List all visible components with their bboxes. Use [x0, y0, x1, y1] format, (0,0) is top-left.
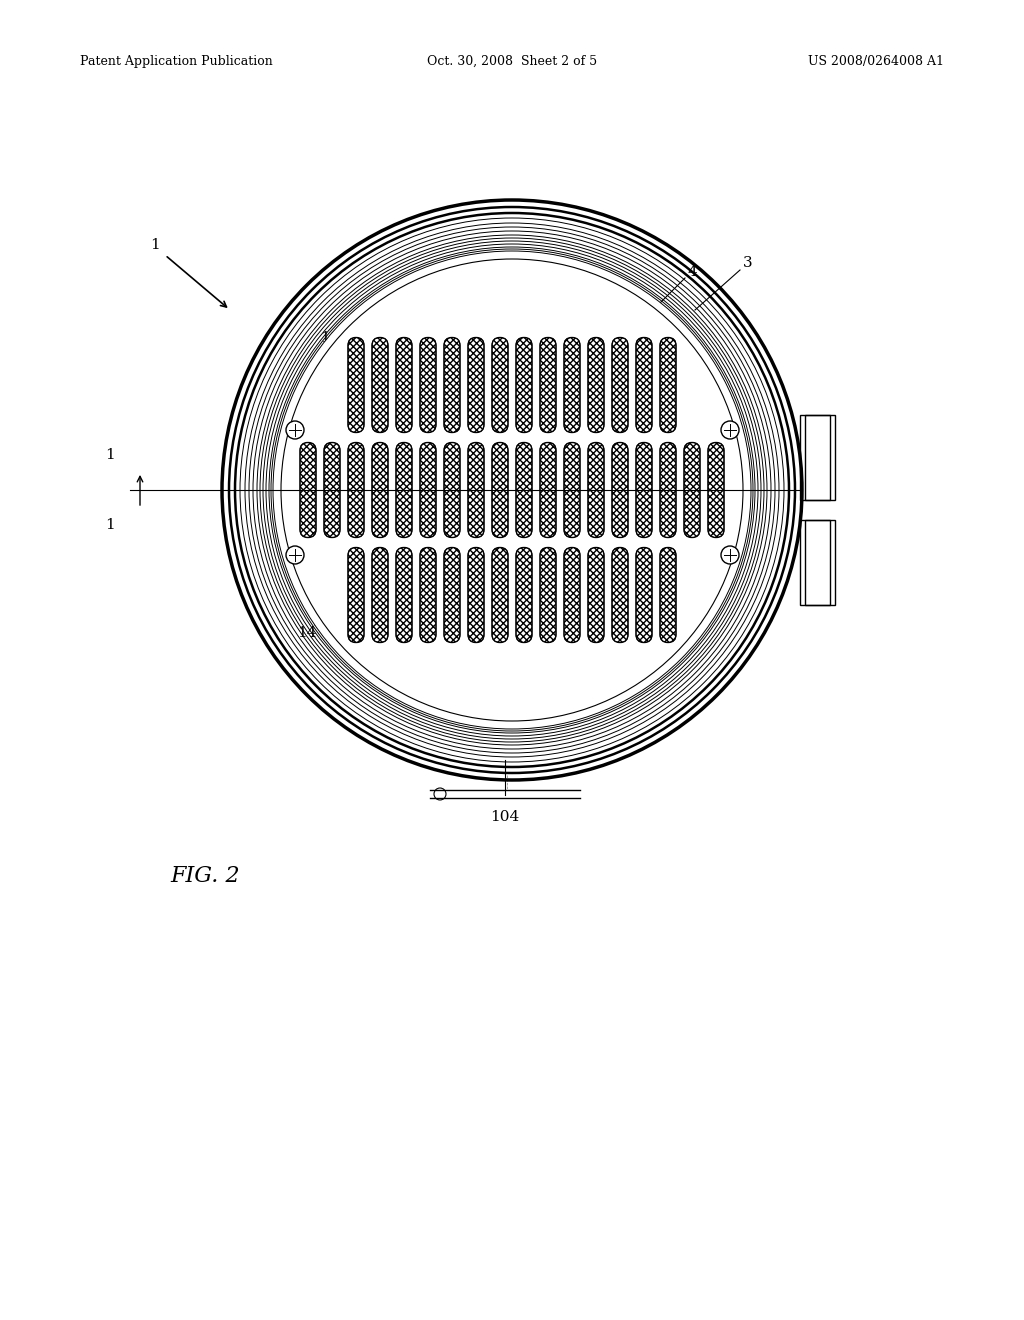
FancyBboxPatch shape: [372, 548, 388, 643]
FancyBboxPatch shape: [564, 442, 580, 537]
FancyBboxPatch shape: [396, 338, 412, 433]
Circle shape: [721, 546, 739, 564]
Bar: [800, 414, 835, 500]
FancyBboxPatch shape: [420, 442, 436, 537]
FancyBboxPatch shape: [324, 442, 340, 537]
FancyBboxPatch shape: [372, 442, 388, 537]
Circle shape: [721, 421, 739, 440]
Text: Oct. 30, 2008  Sheet 2 of 5: Oct. 30, 2008 Sheet 2 of 5: [427, 55, 597, 69]
FancyBboxPatch shape: [492, 442, 508, 537]
Text: 8: 8: [296, 444, 304, 457]
Circle shape: [286, 421, 304, 440]
FancyBboxPatch shape: [372, 338, 388, 433]
FancyBboxPatch shape: [420, 338, 436, 433]
Text: US 2008/0264008 A1: US 2008/0264008 A1: [808, 55, 944, 69]
Text: 8: 8: [461, 634, 469, 647]
FancyBboxPatch shape: [516, 338, 532, 433]
FancyBboxPatch shape: [516, 442, 532, 537]
Text: 1: 1: [151, 238, 160, 252]
FancyBboxPatch shape: [636, 442, 652, 537]
FancyBboxPatch shape: [636, 338, 652, 433]
FancyBboxPatch shape: [468, 442, 484, 537]
FancyBboxPatch shape: [492, 338, 508, 433]
FancyBboxPatch shape: [660, 442, 676, 537]
Text: 104: 104: [490, 810, 519, 824]
FancyBboxPatch shape: [540, 548, 556, 643]
Circle shape: [286, 546, 304, 564]
Circle shape: [273, 251, 751, 729]
FancyBboxPatch shape: [588, 442, 604, 537]
FancyBboxPatch shape: [348, 548, 364, 643]
Text: 3: 3: [743, 256, 753, 271]
FancyBboxPatch shape: [636, 548, 652, 643]
FancyBboxPatch shape: [708, 442, 724, 537]
FancyBboxPatch shape: [492, 548, 508, 643]
FancyBboxPatch shape: [444, 338, 460, 433]
FancyBboxPatch shape: [348, 338, 364, 433]
FancyBboxPatch shape: [612, 548, 628, 643]
FancyBboxPatch shape: [444, 442, 460, 537]
Text: 11: 11: [321, 331, 340, 345]
FancyBboxPatch shape: [396, 548, 412, 643]
FancyBboxPatch shape: [420, 548, 436, 643]
FancyBboxPatch shape: [564, 548, 580, 643]
Text: 8: 8: [541, 634, 549, 647]
Text: 1: 1: [105, 447, 115, 462]
FancyBboxPatch shape: [684, 442, 700, 537]
Bar: [800, 520, 835, 605]
Text: FIG. 2: FIG. 2: [170, 865, 240, 887]
FancyBboxPatch shape: [300, 442, 316, 537]
Bar: [805, 520, 830, 605]
Text: 14: 14: [297, 626, 316, 640]
FancyBboxPatch shape: [612, 338, 628, 433]
FancyBboxPatch shape: [564, 338, 580, 433]
FancyBboxPatch shape: [444, 548, 460, 643]
FancyBboxPatch shape: [348, 442, 364, 537]
FancyBboxPatch shape: [396, 442, 412, 537]
FancyBboxPatch shape: [468, 548, 484, 643]
Text: 1: 1: [105, 517, 115, 532]
Text: 4: 4: [687, 265, 697, 279]
FancyBboxPatch shape: [540, 442, 556, 537]
Text: Patent Application Publication: Patent Application Publication: [80, 55, 272, 69]
Bar: [805, 414, 830, 500]
FancyBboxPatch shape: [660, 548, 676, 643]
FancyBboxPatch shape: [516, 548, 532, 643]
FancyBboxPatch shape: [540, 338, 556, 433]
FancyBboxPatch shape: [612, 442, 628, 537]
Text: 7: 7: [539, 253, 548, 268]
FancyBboxPatch shape: [660, 338, 676, 433]
FancyBboxPatch shape: [468, 338, 484, 433]
FancyBboxPatch shape: [588, 338, 604, 433]
FancyBboxPatch shape: [588, 548, 604, 643]
